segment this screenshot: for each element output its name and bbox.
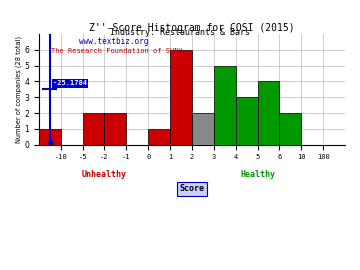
Bar	[148, 129, 170, 145]
Text: -25.1784: -25.1784	[53, 80, 87, 86]
Text: www.textbiz.org: www.textbiz.org	[79, 37, 148, 46]
Bar	[104, 113, 126, 145]
Text: The Research Foundation of SUNY: The Research Foundation of SUNY	[51, 48, 183, 54]
Title: Z''-Score Histogram for COSI (2015): Z''-Score Histogram for COSI (2015)	[89, 23, 295, 33]
Text: Unhealthy: Unhealthy	[82, 170, 127, 179]
Bar	[236, 97, 257, 145]
Bar	[279, 113, 301, 145]
Text: Score: Score	[179, 184, 204, 193]
Bar	[170, 50, 192, 145]
Bar	[257, 81, 279, 145]
Text: Industry: Restaurants & Bars: Industry: Restaurants & Bars	[110, 28, 250, 37]
Bar	[82, 113, 104, 145]
Bar	[39, 129, 61, 145]
Bar	[192, 113, 214, 145]
Text: Healthy: Healthy	[240, 170, 275, 179]
Y-axis label: Number of companies (28 total): Number of companies (28 total)	[15, 36, 22, 143]
Bar	[214, 66, 236, 145]
